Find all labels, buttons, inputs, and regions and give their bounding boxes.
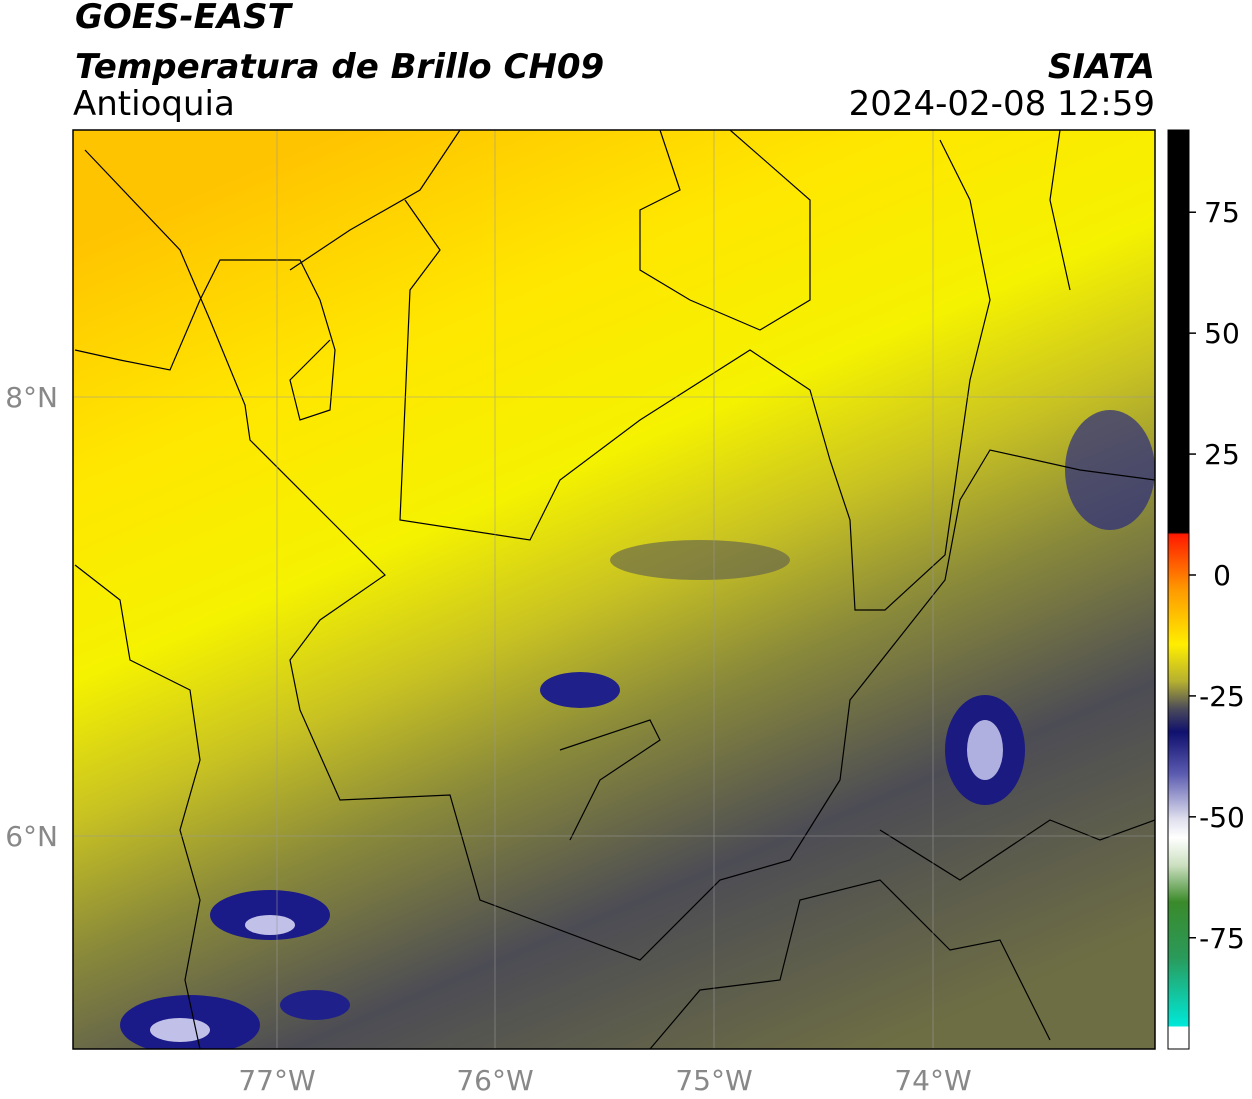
colorbar-tick-label: 50 — [1204, 317, 1240, 350]
satellite: GOES-EAST — [75, 0, 294, 37]
lat-label: 6°N — [5, 820, 58, 853]
lon-label: 75°W — [675, 1064, 752, 1097]
colorbar-tick-label: 0 — [1213, 559, 1231, 592]
lat-label: 8°N — [5, 381, 58, 414]
colorbar-tick-label: -75 — [1199, 922, 1245, 955]
colorbar-tick-label: -50 — [1199, 801, 1245, 834]
map-frame — [72, 129, 1156, 1050]
map-image — [73, 130, 1155, 1049]
colorbar-tick-label: 25 — [1204, 438, 1240, 471]
source: SIATA — [1048, 47, 1155, 87]
timestamp: 2024-02-08 12:59 — [849, 84, 1155, 124]
product: Temperatura de Brillo CH09 — [75, 47, 604, 87]
colorbar — [1167, 129, 1190, 1050]
lon-label: 77°W — [238, 1064, 315, 1097]
region: Antioquia — [73, 84, 235, 124]
lon-label: 76°W — [456, 1064, 533, 1097]
colorbar-tick-label: 75 — [1204, 196, 1240, 229]
lon-label: 74°W — [894, 1064, 971, 1097]
colorbar-tick-label: -25 — [1199, 680, 1245, 713]
